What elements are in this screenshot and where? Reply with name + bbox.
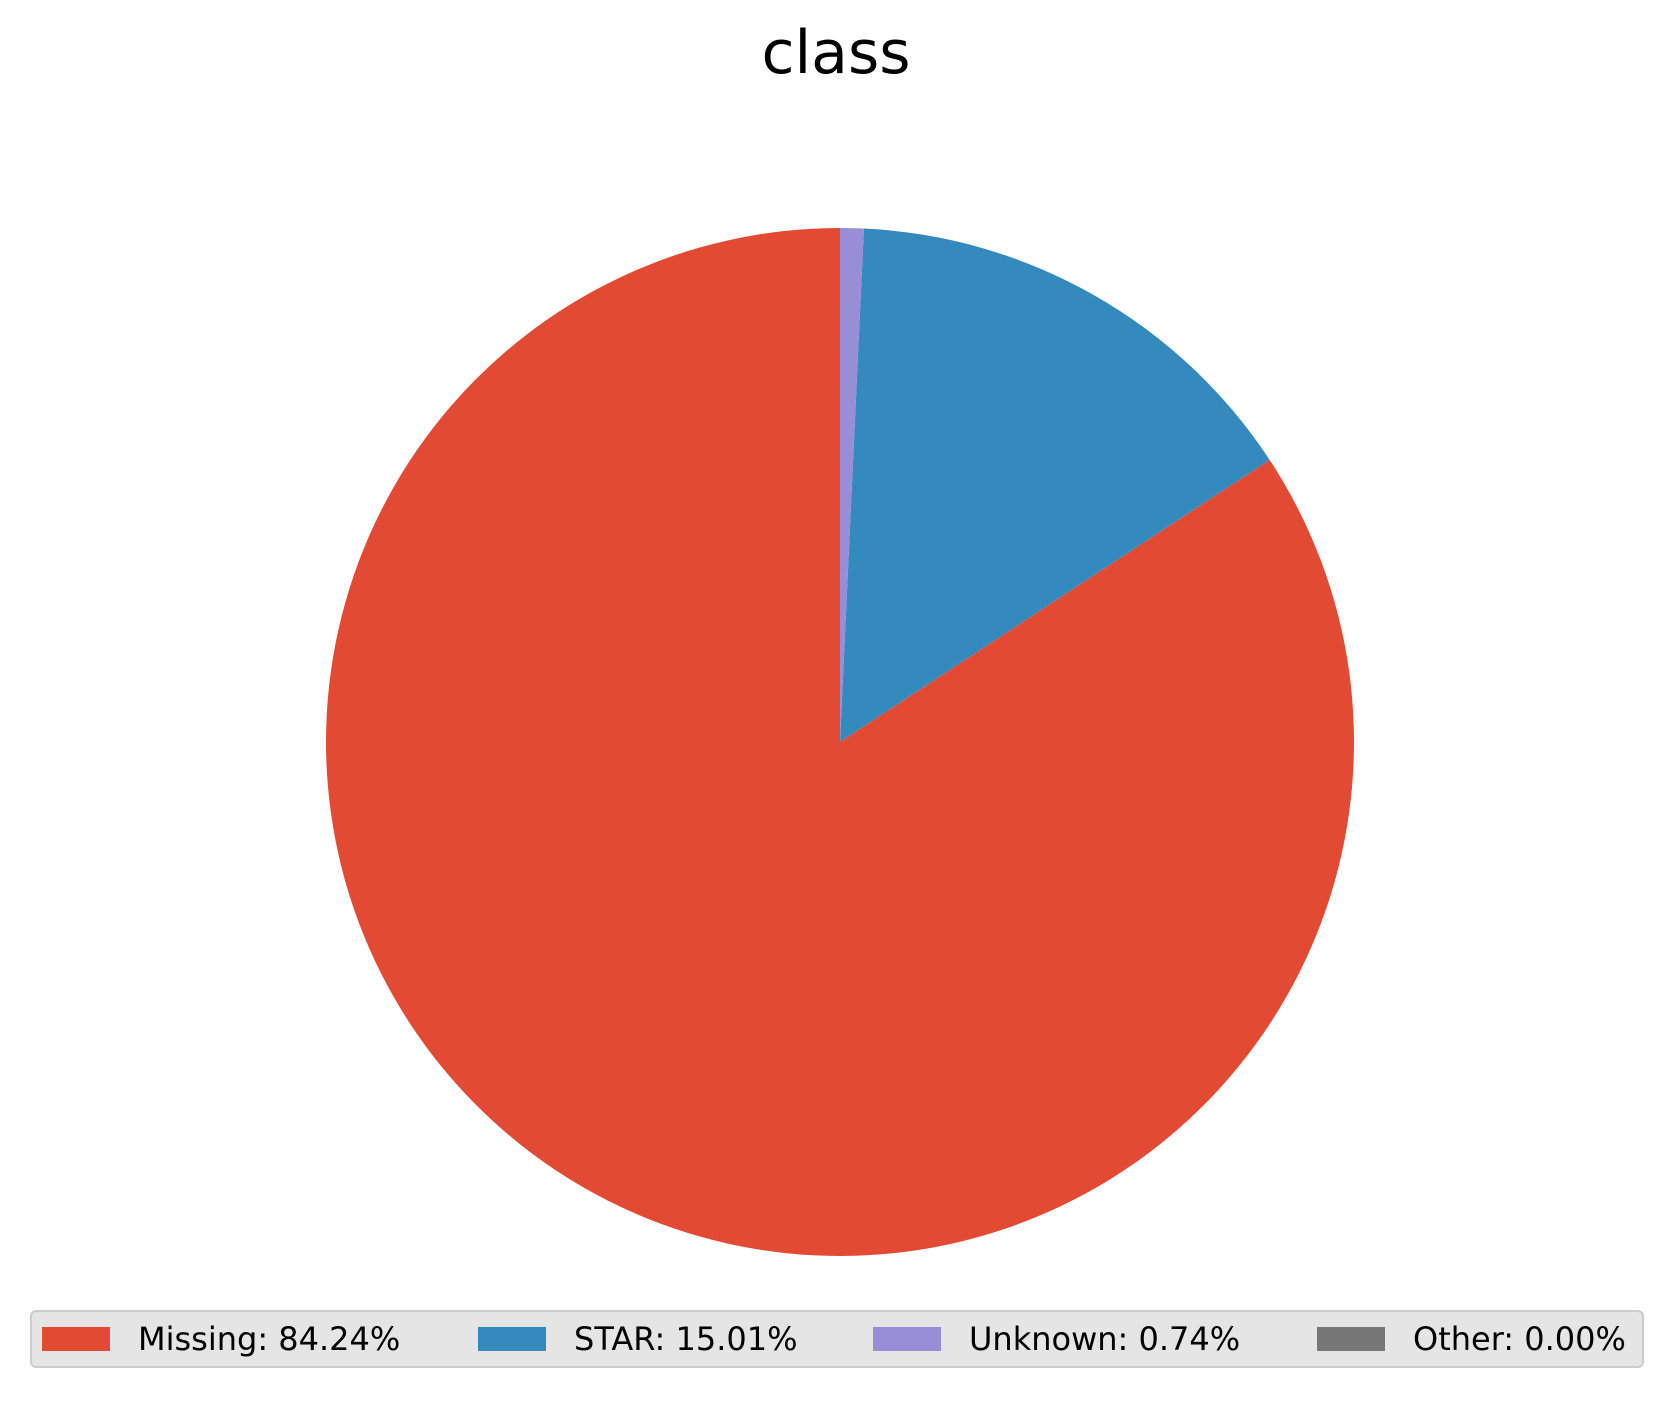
legend-label-other: Other: 0.00% bbox=[1413, 1320, 1626, 1358]
legend-swatch-star bbox=[478, 1327, 546, 1351]
pie-slice-star bbox=[840, 228, 1270, 742]
legend: Missing: 84.24% STAR: 15.01% Unknown: 0.… bbox=[30, 1310, 1644, 1368]
legend-label-star: STAR: 15.01% bbox=[574, 1320, 798, 1358]
legend-item-missing: Missing: 84.24% bbox=[42, 1312, 400, 1366]
legend-swatch-unknown bbox=[873, 1327, 941, 1351]
chart-title: class bbox=[761, 18, 911, 88]
pie-slice-unknown bbox=[840, 228, 864, 742]
legend-label-unknown: Unknown: 0.74% bbox=[969, 1320, 1241, 1358]
legend-swatch-missing bbox=[42, 1327, 110, 1351]
legend-item-unknown: Unknown: 0.74% bbox=[873, 1312, 1240, 1366]
legend-item-other: Other: 0.00% bbox=[1317, 1312, 1626, 1366]
legend-item-star: STAR: 15.01% bbox=[478, 1312, 797, 1366]
legend-swatch-other bbox=[1317, 1327, 1385, 1351]
legend-label-missing: Missing: 84.24% bbox=[138, 1320, 401, 1358]
